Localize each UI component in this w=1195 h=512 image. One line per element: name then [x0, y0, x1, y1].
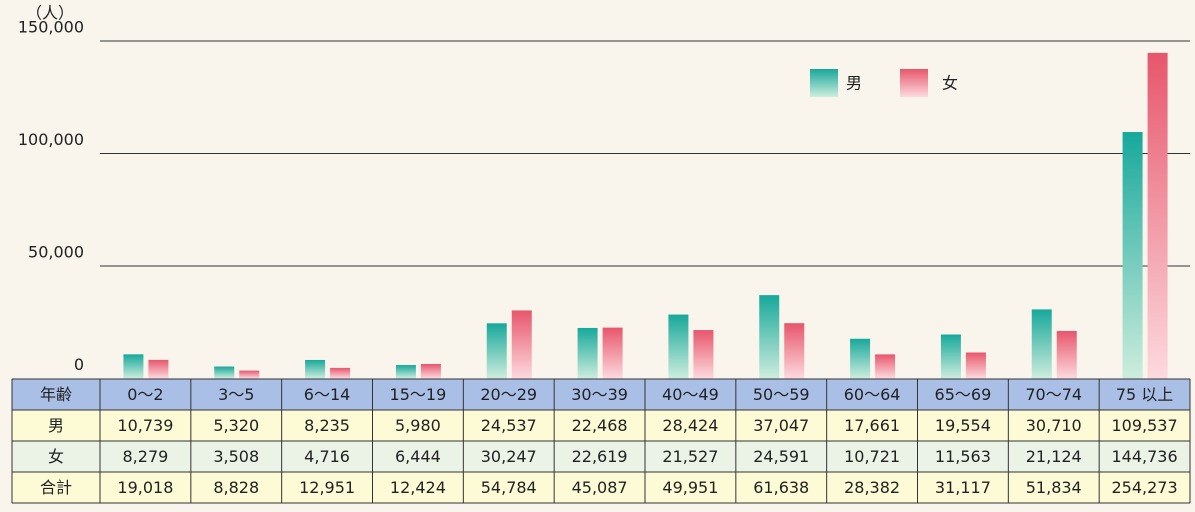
table-cell: 45,087	[572, 478, 628, 497]
table-cell: 28,382	[844, 478, 900, 497]
bar	[486, 323, 507, 379]
table-cell: 17,661	[844, 416, 900, 435]
bar	[1147, 52, 1168, 379]
table-cell: 28,424	[662, 416, 718, 435]
table-row	[12, 441, 1190, 472]
bar	[784, 323, 805, 379]
bar	[965, 352, 986, 379]
legend-swatch	[810, 69, 838, 97]
table-cell: 30,247	[481, 447, 537, 466]
x-tick-label: 3～5	[218, 385, 254, 404]
table-cell: 24,537	[481, 416, 537, 435]
table-cell: 254,273	[1111, 478, 1177, 497]
legend-swatch	[900, 69, 928, 97]
table-cell: 51,834	[1026, 478, 1082, 497]
table-cell: 109,537	[1111, 416, 1177, 435]
bar	[239, 370, 260, 379]
y-tick-label: 100,000	[18, 130, 84, 149]
table-cell: 12,424	[390, 478, 446, 497]
bar	[875, 354, 896, 379]
y-axis-label: （人）	[26, 4, 74, 23]
table-cell: 5,320	[213, 416, 259, 435]
bar	[420, 364, 441, 379]
bar	[1122, 132, 1143, 379]
bar	[123, 354, 144, 379]
row-label: 男	[48, 416, 64, 435]
table-cell: 21,527	[662, 447, 718, 466]
table-cell: 37,047	[753, 416, 809, 435]
table-cell: 21,124	[1026, 447, 1082, 466]
table-cell: 49,951	[662, 478, 718, 497]
table-cell: 4,716	[304, 447, 350, 466]
table-cell: 24,591	[753, 447, 809, 466]
bar	[759, 295, 780, 379]
x-tick-label: 70～74	[1025, 385, 1082, 404]
bar	[148, 359, 169, 379]
table-cell: 30,710	[1026, 416, 1082, 435]
legend-label: 男	[846, 74, 862, 93]
bar	[850, 338, 871, 379]
table-cell: 61,638	[753, 478, 809, 497]
table-cell: 19,018	[117, 478, 173, 497]
table-cell: 12,951	[299, 478, 355, 497]
bar	[214, 366, 235, 379]
table-cell: 8,235	[304, 416, 350, 435]
y-tick-label: 150,000	[18, 18, 84, 37]
bar	[693, 330, 714, 379]
table-row	[12, 410, 1190, 441]
table-cell: 8,279	[123, 447, 169, 466]
row-label: 女	[48, 447, 64, 466]
bar	[577, 327, 598, 379]
table-cell: 144,736	[1111, 447, 1177, 466]
table-cell: 22,468	[572, 416, 628, 435]
x-tick-label: 50～59	[753, 385, 810, 404]
table-cell: 6,444	[395, 447, 441, 466]
x-tick-label: 15～19	[390, 385, 447, 404]
row-label: 合計	[40, 478, 72, 497]
table-row	[12, 379, 1190, 410]
bar	[940, 334, 961, 379]
bar	[305, 359, 326, 379]
table-row	[12, 472, 1190, 503]
bar	[511, 310, 532, 379]
bar	[1056, 330, 1077, 379]
table-cell: 54,784	[481, 478, 537, 497]
x-tick-label: 6～14	[304, 385, 351, 404]
table-cell: 19,554	[935, 416, 991, 435]
table-cell: 3,508	[213, 447, 259, 466]
x-tick-label: 40～49	[662, 385, 719, 404]
bar	[330, 367, 351, 379]
table-cell: 11,563	[935, 447, 991, 466]
x-tick-label: 65～69	[935, 385, 992, 404]
bar	[395, 365, 416, 379]
legend-label: 女	[942, 74, 958, 93]
x-tick-label: 30～39	[571, 385, 628, 404]
table-cell: 10,721	[844, 447, 900, 466]
table-cell: 31,117	[935, 478, 991, 497]
x-tick-label: 20～29	[480, 385, 537, 404]
bar	[1031, 309, 1052, 379]
table-cell: 22,619	[572, 447, 628, 466]
table-cell: 5,980	[395, 416, 441, 435]
y-tick-label: 0	[74, 355, 84, 374]
table-cell: 8,828	[213, 478, 259, 497]
x-tick-label: 75 以上	[1116, 385, 1173, 404]
y-tick-label: 50,000	[28, 243, 84, 262]
table-cell: 10,739	[117, 416, 173, 435]
table-header: 年齢	[40, 385, 72, 404]
x-tick-label: 0～2	[127, 385, 163, 404]
x-tick-label: 60～64	[844, 385, 901, 404]
bar	[668, 314, 689, 379]
bar	[602, 327, 623, 379]
